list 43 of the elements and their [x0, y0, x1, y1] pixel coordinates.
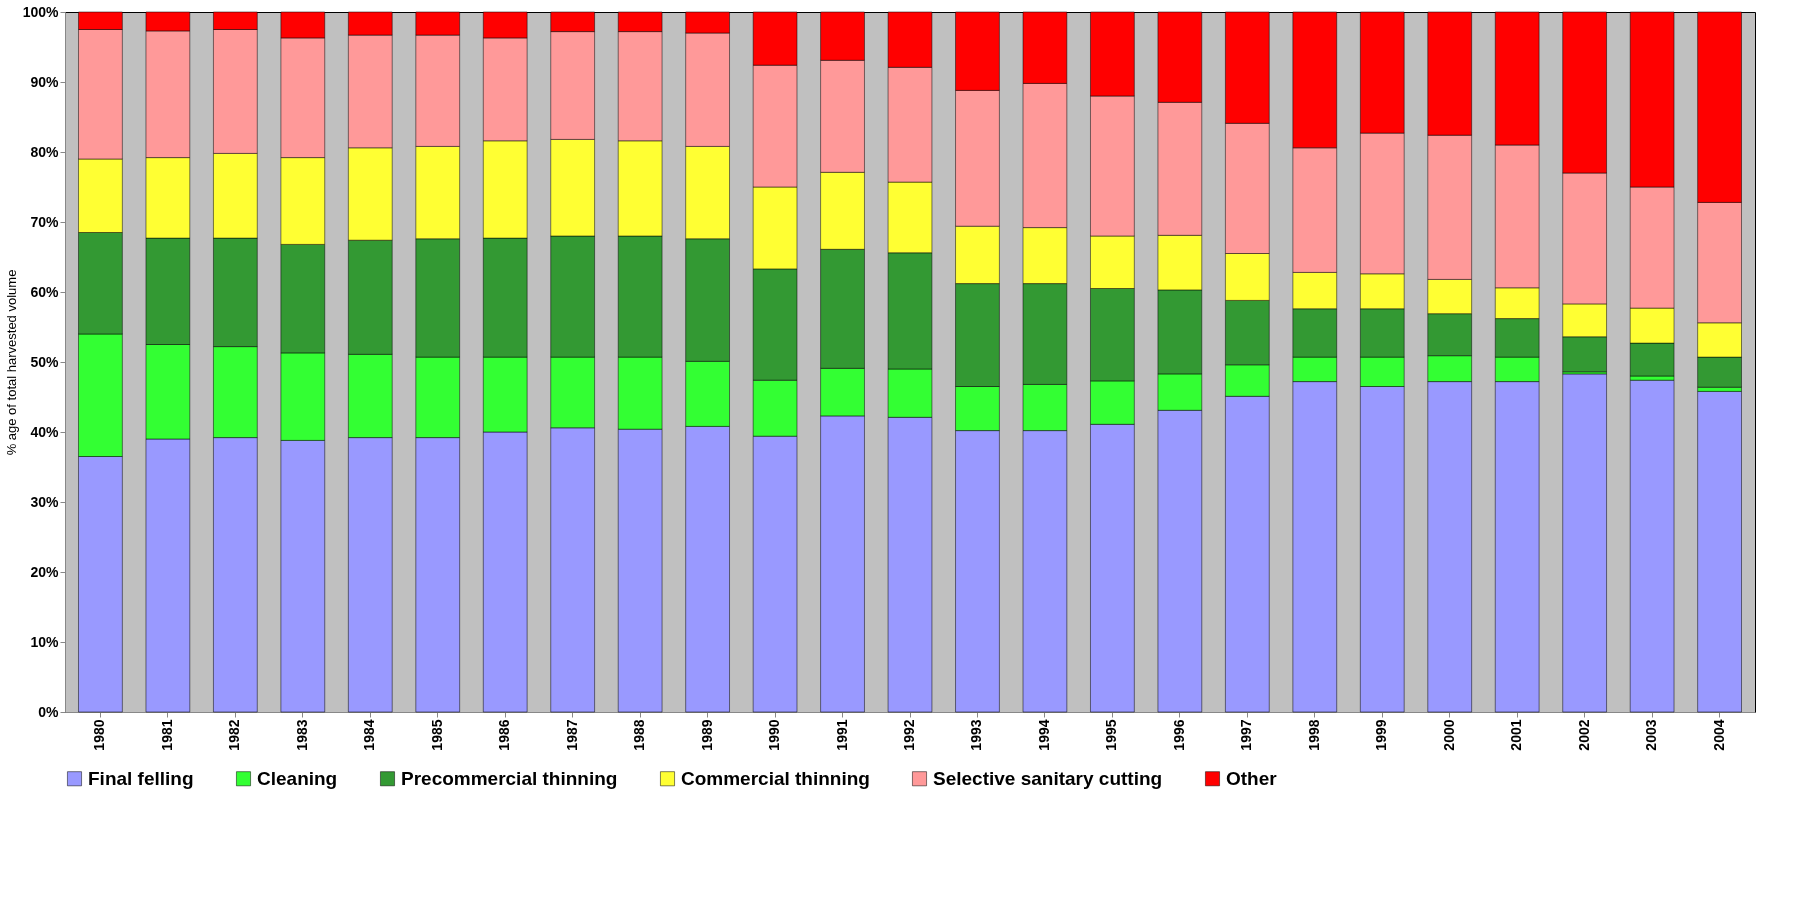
x-tick-label: 1992 — [901, 719, 917, 751]
y-tick-label: 10% — [30, 633, 60, 650]
x-tick-label: 2004 — [1710, 719, 1727, 751]
y-tick-label: 0% — [38, 703, 60, 720]
x-tick-label: 1997 — [1238, 719, 1255, 751]
y-tick-label: 60% — [30, 283, 60, 300]
x-tick-label: 1993 — [968, 719, 985, 751]
x-tick-label: 2003 — [1643, 719, 1660, 751]
x-tick-label: 1996 — [1170, 719, 1187, 751]
legend-label: Selective sanitary cutting — [933, 767, 1163, 789]
x-tick-label: 1999 — [1373, 719, 1390, 751]
y-tick-label: 20% — [30, 563, 60, 580]
y-axis-title: % age of total harvested volume — [3, 269, 19, 456]
x-tick-label: 1988 — [631, 719, 648, 751]
legend-label: Commercial thinning — [681, 767, 870, 789]
x-tick-label: 2001 — [1508, 719, 1525, 751]
legend-label: Other — [1226, 767, 1278, 789]
x-tick-label: 1986 — [496, 719, 513, 751]
legend-label: Precommercial thinning — [401, 767, 618, 789]
x-tick-label: 1994 — [1035, 719, 1052, 751]
y-tick-label: 70% — [30, 213, 60, 230]
x-tick-label: 1998 — [1305, 719, 1322, 751]
y-tick-label: 80% — [30, 143, 60, 160]
y-tick-label: 50% — [30, 353, 60, 370]
x-tick-label: 1983 — [293, 719, 310, 751]
x-tick-label: 1982 — [226, 719, 243, 751]
y-tick-label: 90% — [30, 73, 60, 90]
y-tick-label: 100% — [22, 3, 60, 20]
x-tick-label: 1984 — [361, 719, 378, 751]
legend-label: Cleaning — [257, 767, 338, 789]
y-tick-label: 30% — [30, 493, 60, 510]
x-tick-label: 2000 — [1440, 719, 1457, 751]
x-tick-label: 1990 — [766, 719, 783, 751]
x-tick-label: 1981 — [158, 719, 175, 751]
x-tick-label: 1991 — [833, 719, 850, 751]
x-tick-label: 1987 — [563, 719, 580, 751]
legend-label: Final felling — [88, 767, 194, 789]
y-tick-label: 40% — [30, 423, 60, 440]
x-tick-label: 1985 — [428, 719, 445, 751]
x-tick-label: 2002 — [1575, 719, 1592, 751]
x-tick-label: 1989 — [698, 719, 715, 751]
x-tick-label: 1995 — [1103, 719, 1120, 751]
x-tick-label: 1980 — [91, 719, 108, 751]
